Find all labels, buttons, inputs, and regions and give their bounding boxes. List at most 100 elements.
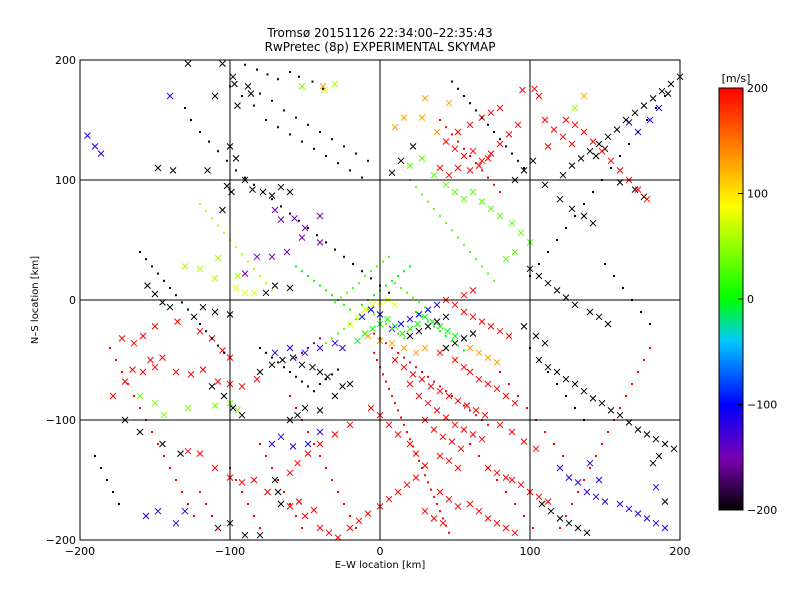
dot-marker xyxy=(241,95,243,97)
dot-marker xyxy=(523,167,525,169)
cross-marker xyxy=(454,164,462,172)
cross-marker xyxy=(475,507,483,515)
dot-marker xyxy=(319,337,321,340)
dot-marker xyxy=(664,95,666,97)
cross-marker xyxy=(436,488,444,496)
cross-marker xyxy=(421,95,429,102)
dot-marker xyxy=(253,104,255,107)
cross-marker xyxy=(478,318,486,325)
cross-marker xyxy=(562,375,570,383)
cross-marker xyxy=(583,488,591,496)
cross-marker xyxy=(466,344,474,352)
cross-marker xyxy=(415,327,423,335)
cross-marker xyxy=(631,109,639,117)
dot-marker xyxy=(478,455,480,457)
cross-marker xyxy=(652,483,660,491)
cross-marker xyxy=(264,488,271,496)
y-tick-label: 100 xyxy=(55,174,76,187)
cross-marker xyxy=(291,215,298,222)
dot-marker xyxy=(295,375,297,378)
cross-marker xyxy=(571,301,579,309)
dot-marker xyxy=(373,351,375,354)
dot-marker xyxy=(373,313,375,316)
dot-marker xyxy=(217,344,219,347)
cross-marker xyxy=(418,155,426,162)
cross-marker xyxy=(355,517,363,525)
cross-marker xyxy=(268,192,276,199)
cross-marker xyxy=(442,181,450,189)
dot-marker xyxy=(637,131,639,133)
cross-marker xyxy=(211,308,219,316)
cross-marker xyxy=(346,380,354,388)
cross-marker xyxy=(184,404,192,412)
cross-marker xyxy=(184,60,192,67)
colorbar-tick-label: 100 xyxy=(747,188,768,201)
dot-marker xyxy=(487,467,489,469)
dot-marker xyxy=(409,361,411,364)
dot-marker xyxy=(289,395,291,397)
dot-marker xyxy=(475,258,477,261)
dot-marker xyxy=(133,395,135,397)
y-tick-label: 200 xyxy=(55,54,76,67)
dot-marker xyxy=(403,423,405,426)
dot-marker xyxy=(205,503,207,505)
dot-marker xyxy=(193,515,195,517)
cross-marker xyxy=(238,411,246,419)
dot-marker xyxy=(592,191,594,193)
cross-marker xyxy=(253,253,261,261)
cross-marker xyxy=(391,356,399,364)
dot-marker xyxy=(547,251,549,253)
cross-marker xyxy=(598,399,606,407)
dot-marker xyxy=(334,248,336,251)
dot-marker xyxy=(247,260,249,263)
dot-marker xyxy=(319,131,321,133)
dot-marker xyxy=(283,109,285,112)
dot-marker xyxy=(397,275,399,277)
dot-marker xyxy=(406,291,408,294)
dot-marker xyxy=(94,455,96,457)
dot-marker xyxy=(538,359,540,361)
dot-marker xyxy=(631,383,633,385)
dot-marker xyxy=(352,287,354,289)
cross-marker xyxy=(160,411,168,419)
dot-marker xyxy=(481,116,483,119)
cross-marker xyxy=(331,80,339,88)
dot-marker xyxy=(241,491,243,493)
cross-marker xyxy=(571,380,579,388)
cross-marker xyxy=(256,368,264,376)
cross-marker xyxy=(445,392,453,400)
cross-marker xyxy=(592,493,600,501)
dot-marker xyxy=(289,133,291,136)
dot-marker xyxy=(517,159,519,162)
dot-marker xyxy=(403,356,405,359)
cross-marker xyxy=(181,507,189,515)
dot-marker xyxy=(505,145,507,148)
cross-marker xyxy=(325,529,333,537)
dot-marker xyxy=(406,431,408,433)
dot-marker xyxy=(244,176,246,179)
cross-marker xyxy=(421,344,429,352)
dot-marker xyxy=(382,373,384,376)
cross-marker xyxy=(577,155,585,162)
dot-marker xyxy=(436,503,438,505)
dot-marker xyxy=(319,284,321,287)
cross-marker xyxy=(460,291,468,299)
dot-marker xyxy=(508,383,510,385)
dot-marker xyxy=(253,267,255,270)
dot-marker xyxy=(469,251,471,253)
cross-marker xyxy=(385,421,393,429)
dot-marker xyxy=(583,479,585,481)
cross-marker xyxy=(250,289,258,297)
cross-marker xyxy=(415,392,423,400)
dot-marker xyxy=(109,347,111,349)
cross-marker xyxy=(460,335,468,342)
cross-marker xyxy=(229,404,237,412)
dot-marker xyxy=(400,287,402,289)
dot-marker xyxy=(301,140,303,143)
cross-marker xyxy=(484,380,492,388)
cross-marker xyxy=(316,440,324,448)
cross-marker xyxy=(331,339,339,347)
cross-marker xyxy=(442,344,450,352)
dot-marker xyxy=(349,323,351,325)
